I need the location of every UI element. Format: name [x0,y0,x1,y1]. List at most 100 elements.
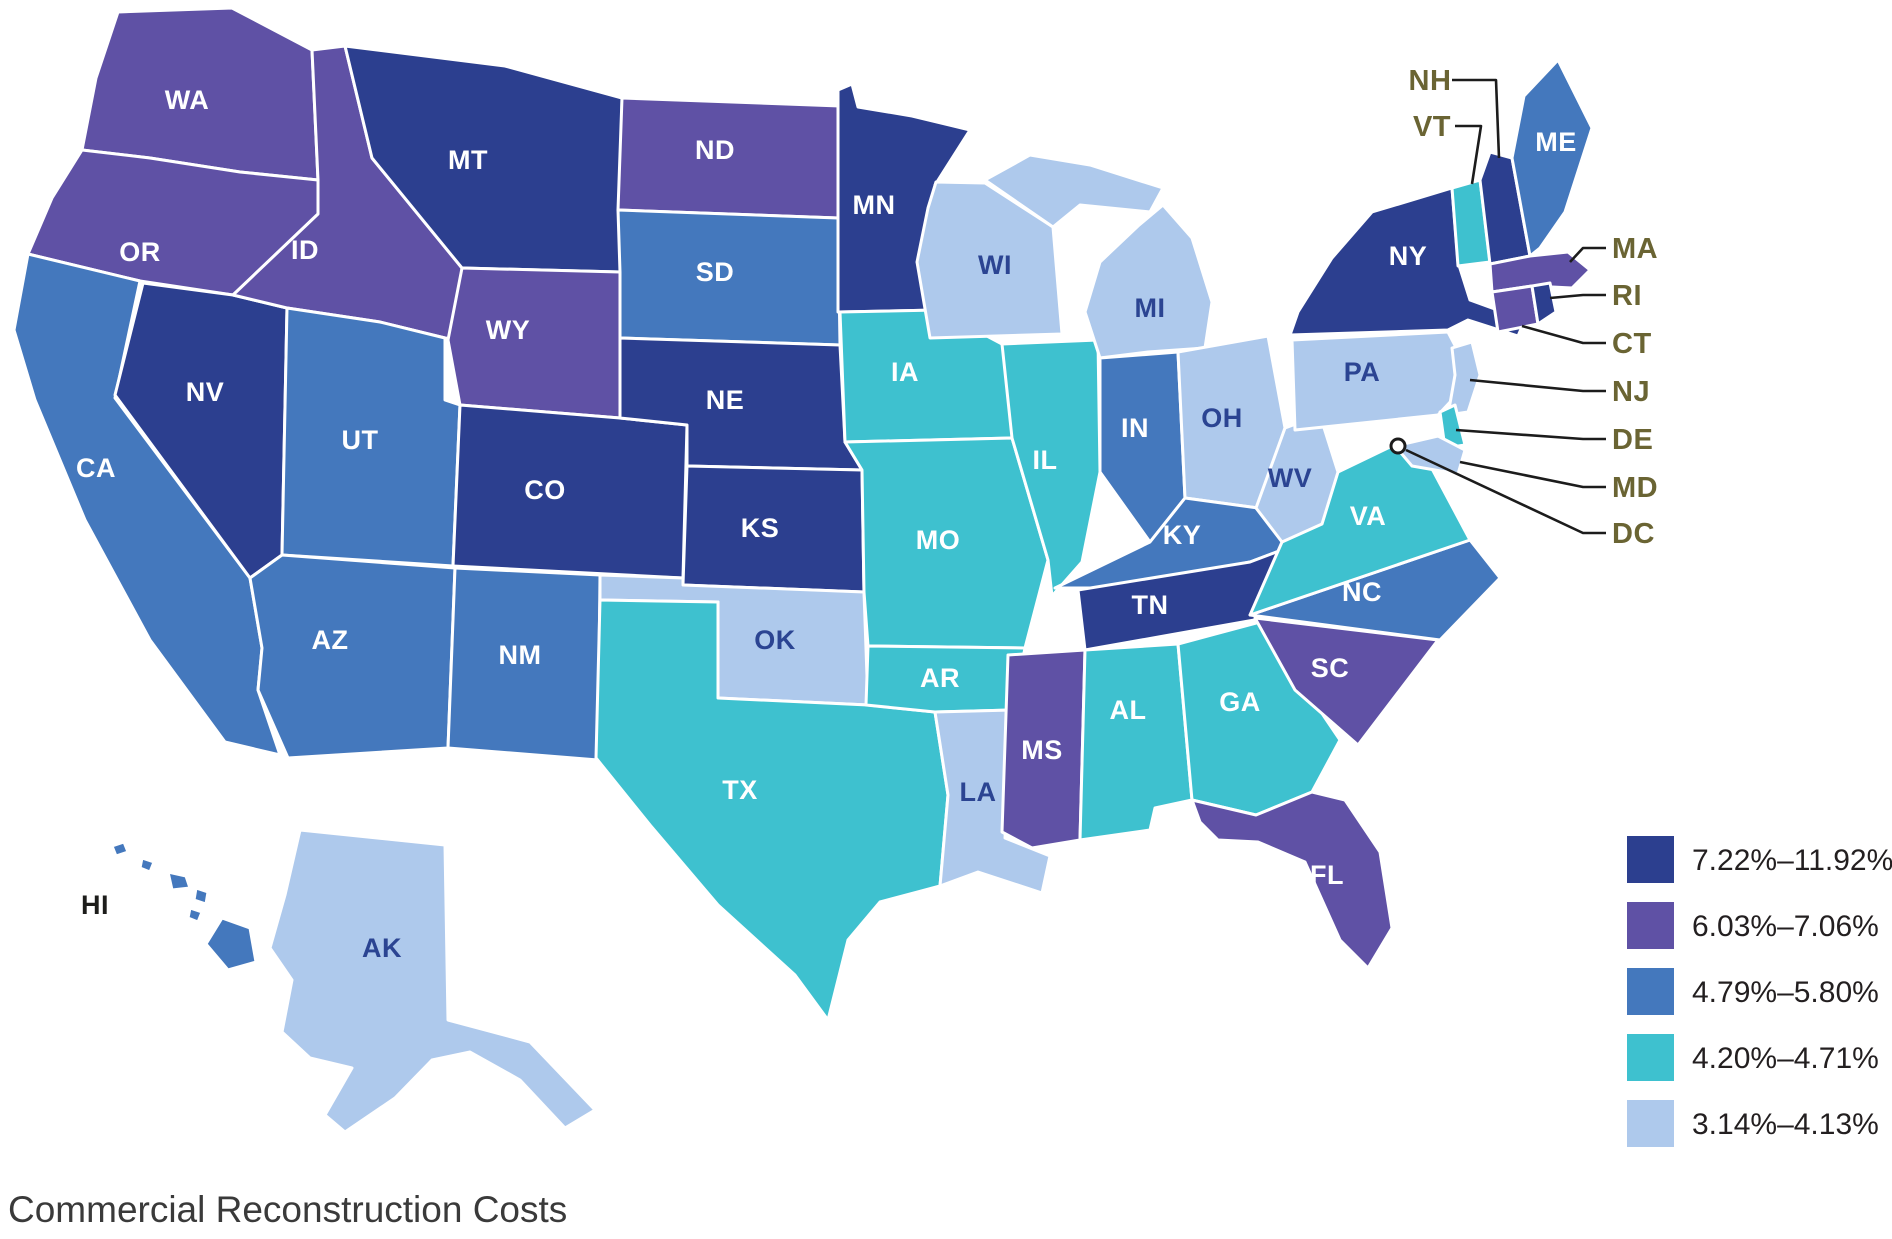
callout-line-dc [1405,448,1606,535]
legend-label-5: 3.14%–4.13% [1692,1108,1879,1141]
state-label-ga: GA [1219,687,1261,717]
state-label-wa: WA [165,85,210,115]
state-label-ky: KY [1163,520,1202,550]
state-label-wv: WV [1268,463,1313,493]
state-wy [446,266,622,420]
callout-line-ct [1521,324,1606,345]
legend-label-3: 4.79%–5.80% [1692,976,1879,1009]
state-label-ut: UT [342,425,379,455]
legend-swatch-2 [1627,902,1674,949]
legend-label-2: 6.03%–7.06% [1692,910,1879,943]
state-label-tx: TX [722,775,758,805]
state-label-nm: NM [499,640,542,670]
state-ca [12,252,282,757]
state-label-me: ME [1535,127,1577,157]
state-label-va: VA [1350,501,1387,531]
state-al [1078,642,1194,842]
legend-swatch-1 [1627,836,1674,883]
state-label-mo: MO [916,525,961,555]
state-label-nd: ND [695,135,735,165]
states-layer [12,6,1594,1134]
callout-label-de: DE [1612,424,1653,456]
state-label-az: AZ [312,625,349,655]
callout-label-vt: VT [1413,111,1451,143]
callout-line-de [1455,428,1606,441]
map-title: Commercial Reconstruction Costs [8,1189,567,1230]
state-label-mn: MN [853,190,896,220]
callout-label-ma: MA [1612,233,1658,265]
callout-label-nh: NH [1409,65,1452,97]
state-ct [1490,284,1540,334]
state-label-il: IL [1033,445,1058,475]
state-label-ne: NE [706,385,745,415]
state-wi [915,180,1064,340]
state-labels-layer: WA OR CA NV ID MT WY UT AZ NM CO ND SD NE KS OK TX MN IA MO… [76,65,1658,963]
state-label-ia: IA [891,357,919,387]
legend-swatch-5 [1627,1100,1674,1147]
state-label-nv: NV [186,377,225,407]
state-ms [1000,648,1087,850]
state-label-ks: KS [741,513,780,543]
legend-label-1: 7.22%–11.92% [1692,844,1892,877]
state-hi [166,870,192,892]
callout-label-dc: DC [1612,518,1655,550]
legend-label-4: 4.20%–4.71% [1692,1042,1879,1075]
state-label-wi: WI [978,250,1012,280]
state-az [248,553,457,760]
state-wv [1254,413,1340,544]
callout-line-nh [1452,78,1501,159]
legend-swatch-3 [1627,968,1674,1015]
state-nj [1446,340,1482,417]
state-il [1000,338,1102,598]
dc-marker [1389,437,1407,455]
state-hi [110,840,130,858]
state-de [1438,403,1467,450]
state-label-ms: MS [1021,735,1063,765]
state-label-ak: AK [362,933,402,963]
state-label-hi: HI [81,890,109,920]
state-label-ar: AR [920,663,960,693]
state-hi [186,906,204,924]
state-label-in: IN [1121,413,1149,443]
callout-line-ma [1569,246,1606,263]
state-hi [138,856,156,874]
state-tx [594,598,950,1022]
state-label-ny: NY [1389,241,1428,271]
callout-label-md: MD [1612,472,1658,504]
state-label-wy: WY [486,315,531,345]
state-label-ca: CA [76,453,116,483]
state-label-al: AL [1110,695,1147,725]
state-me [1510,58,1594,258]
callout-label-ct: CT [1612,328,1652,360]
state-label-la: LA [960,777,997,807]
callout-line-ri [1549,293,1606,300]
state-label-sc: SC [1311,653,1350,683]
state-hi [192,886,210,906]
state-label-sd: SD [696,257,735,287]
state-ri [1530,281,1558,326]
state-label-or: OR [119,237,161,267]
state-label-oh: OH [1201,403,1243,433]
legend-swatch-4 [1627,1034,1674,1081]
state-mi [1083,203,1214,360]
state-mi [983,153,1165,229]
callout-line-nj [1469,378,1606,393]
state-ak [268,828,597,1134]
state-label-pa: PA [1344,357,1381,387]
callout-label-ri: RI [1612,280,1642,312]
callout-lines-layer [1389,78,1606,535]
state-label-id: ID [291,235,319,265]
legend: 7.22%–11.92% 6.03%–7.06% 4.79%–5.80% 4.20%–… [1627,836,1892,1147]
state-label-mt: MT [448,145,488,175]
callout-label-nj: NJ [1612,376,1650,408]
state-label-tn: TN [1132,590,1169,620]
state-label-co: CO [524,475,566,505]
state-label-ok: OK [754,625,796,655]
state-fl [1190,790,1394,970]
callout-line-md [1459,460,1606,489]
state-co [451,403,689,580]
state-label-mi: MI [1135,293,1166,323]
state-label-nc: NC [1342,577,1382,607]
